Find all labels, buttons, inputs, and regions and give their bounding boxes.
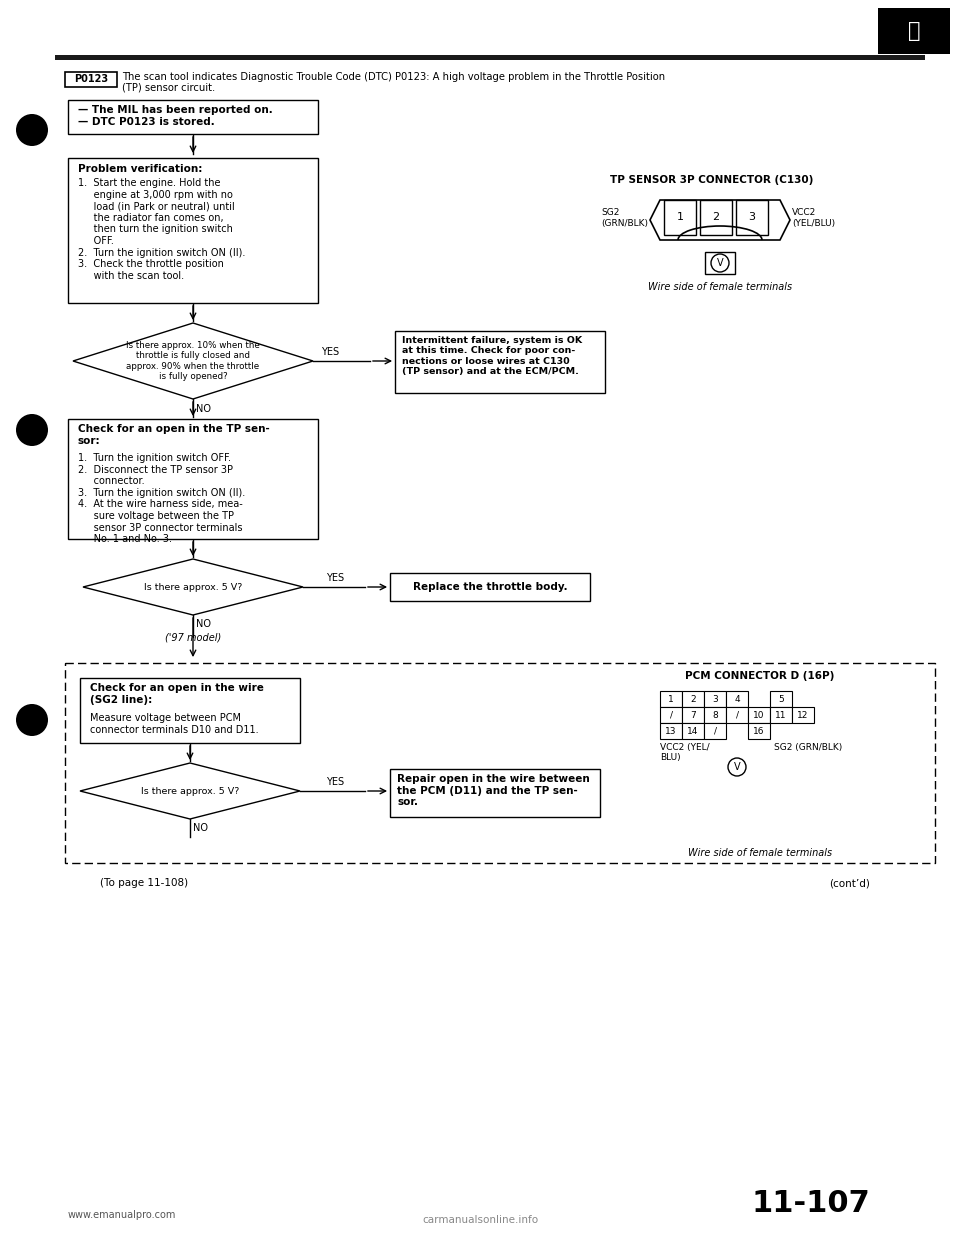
FancyBboxPatch shape <box>65 663 935 863</box>
Text: P0123: P0123 <box>74 75 108 84</box>
Polygon shape <box>80 763 300 818</box>
FancyBboxPatch shape <box>68 101 318 134</box>
FancyBboxPatch shape <box>704 707 726 723</box>
Text: Problem verification:: Problem verification: <box>78 164 203 174</box>
Text: www.emanualpro.com: www.emanualpro.com <box>68 1210 177 1220</box>
Text: 11: 11 <box>776 710 787 719</box>
Text: V: V <box>717 258 723 268</box>
Text: V: V <box>733 763 740 773</box>
FancyBboxPatch shape <box>682 707 704 723</box>
Text: Is there approx. 10% when the
throttle is fully closed and
approx. 90% when the : Is there approx. 10% when the throttle i… <box>126 340 260 381</box>
FancyBboxPatch shape <box>704 723 726 739</box>
Text: Check for an open in the TP sen-
sor:: Check for an open in the TP sen- sor: <box>78 424 270 446</box>
FancyBboxPatch shape <box>660 691 682 707</box>
Text: 7: 7 <box>690 710 696 719</box>
FancyBboxPatch shape <box>792 707 814 723</box>
Text: 16: 16 <box>754 727 765 735</box>
Text: Repair open in the wire between
the PCM (D11) and the TP sen-
sor.: Repair open in the wire between the PCM … <box>397 774 589 807</box>
FancyBboxPatch shape <box>664 200 696 235</box>
Text: 12: 12 <box>798 710 808 719</box>
FancyBboxPatch shape <box>736 200 768 235</box>
FancyBboxPatch shape <box>770 707 792 723</box>
Text: VCC2
(YEL/BLU): VCC2 (YEL/BLU) <box>792 209 835 227</box>
FancyBboxPatch shape <box>748 723 770 739</box>
Text: 2: 2 <box>712 212 720 222</box>
FancyBboxPatch shape <box>682 691 704 707</box>
FancyBboxPatch shape <box>770 691 792 707</box>
FancyBboxPatch shape <box>726 691 748 707</box>
FancyBboxPatch shape <box>726 707 748 723</box>
Text: 2: 2 <box>690 694 696 703</box>
Text: 🔧: 🔧 <box>908 21 921 41</box>
FancyBboxPatch shape <box>390 573 590 601</box>
FancyBboxPatch shape <box>55 55 925 60</box>
Text: PCM CONNECTOR D (16P): PCM CONNECTOR D (16P) <box>685 671 834 681</box>
Circle shape <box>16 704 48 737</box>
Text: 13: 13 <box>665 727 677 735</box>
Text: carmanualsonline.info: carmanualsonline.info <box>422 1215 538 1225</box>
Text: /: / <box>735 710 738 719</box>
Text: /: / <box>669 710 673 719</box>
Text: Measure voltage between PCM
connector terminals D10 and D11.: Measure voltage between PCM connector te… <box>90 713 258 734</box>
Text: The scan tool indicates Diagnostic Trouble Code (DTC) P0123: A high voltage prob: The scan tool indicates Diagnostic Troub… <box>122 72 665 82</box>
Text: NO: NO <box>196 619 211 628</box>
FancyBboxPatch shape <box>660 707 682 723</box>
Text: 14: 14 <box>687 727 699 735</box>
Text: 5: 5 <box>779 694 784 703</box>
Text: 1.  Start the engine. Hold the
     engine at 3,000 rpm with no
     load (in Pa: 1. Start the engine. Hold the engine at … <box>78 178 246 281</box>
Text: ('97 model): ('97 model) <box>165 633 221 643</box>
Text: NO: NO <box>196 404 211 414</box>
FancyBboxPatch shape <box>704 691 726 707</box>
FancyBboxPatch shape <box>65 72 117 87</box>
Text: SG2 (GRN/BLK): SG2 (GRN/BLK) <box>774 743 842 751</box>
Circle shape <box>16 414 48 446</box>
FancyBboxPatch shape <box>68 158 318 303</box>
FancyBboxPatch shape <box>748 707 770 723</box>
Text: (cont’d): (cont’d) <box>829 878 870 888</box>
Text: 1: 1 <box>668 694 674 703</box>
FancyBboxPatch shape <box>700 200 732 235</box>
Text: — The MIL has been reported on.: — The MIL has been reported on. <box>78 106 273 116</box>
Text: Wire side of female terminals: Wire side of female terminals <box>688 848 832 858</box>
Text: SG2
(GRN/BLK): SG2 (GRN/BLK) <box>601 209 648 227</box>
Circle shape <box>16 114 48 147</box>
Text: Wire side of female terminals: Wire side of female terminals <box>648 282 792 292</box>
Text: YES: YES <box>326 777 344 787</box>
Polygon shape <box>73 323 313 399</box>
Text: Is there approx. 5 V?: Is there approx. 5 V? <box>144 582 242 591</box>
Text: NO: NO <box>193 823 208 833</box>
FancyBboxPatch shape <box>80 678 300 743</box>
Text: 3: 3 <box>712 694 718 703</box>
Text: 10: 10 <box>754 710 765 719</box>
FancyBboxPatch shape <box>682 723 704 739</box>
Text: Intermittent failure, system is OK
at this time. Check for poor con-
nections or: Intermittent failure, system is OK at th… <box>402 337 582 376</box>
Text: Check for an open in the wire
(SG2 line):: Check for an open in the wire (SG2 line)… <box>90 683 264 704</box>
Text: /: / <box>713 727 716 735</box>
Text: (TP) sensor circuit.: (TP) sensor circuit. <box>122 83 215 93</box>
Text: 3: 3 <box>749 212 756 222</box>
Text: VCC2 (YEL/
BLU): VCC2 (YEL/ BLU) <box>660 743 709 763</box>
FancyBboxPatch shape <box>390 769 600 817</box>
Text: Is there approx. 5 V?: Is there approx. 5 V? <box>141 786 239 795</box>
Text: 8: 8 <box>712 710 718 719</box>
FancyBboxPatch shape <box>705 252 735 274</box>
Text: 4: 4 <box>734 694 740 703</box>
Text: Replace the throttle body.: Replace the throttle body. <box>413 582 567 592</box>
Text: YES: YES <box>321 347 339 356</box>
FancyBboxPatch shape <box>878 7 950 53</box>
Text: — DTC P0123 is stored.: — DTC P0123 is stored. <box>78 117 215 127</box>
Text: YES: YES <box>326 573 344 582</box>
Polygon shape <box>83 559 303 615</box>
Text: 11-107: 11-107 <box>752 1189 870 1218</box>
Text: 1.  Turn the ignition switch OFF.
2.  Disconnect the TP sensor 3P
     connector: 1. Turn the ignition switch OFF. 2. Disc… <box>78 453 245 544</box>
Text: 1: 1 <box>677 212 684 222</box>
Text: (To page 11-108): (To page 11-108) <box>100 878 188 888</box>
FancyBboxPatch shape <box>68 419 318 539</box>
Text: TP SENSOR 3P CONNECTOR (C130): TP SENSOR 3P CONNECTOR (C130) <box>610 175 813 185</box>
FancyBboxPatch shape <box>395 332 605 392</box>
FancyBboxPatch shape <box>660 723 682 739</box>
